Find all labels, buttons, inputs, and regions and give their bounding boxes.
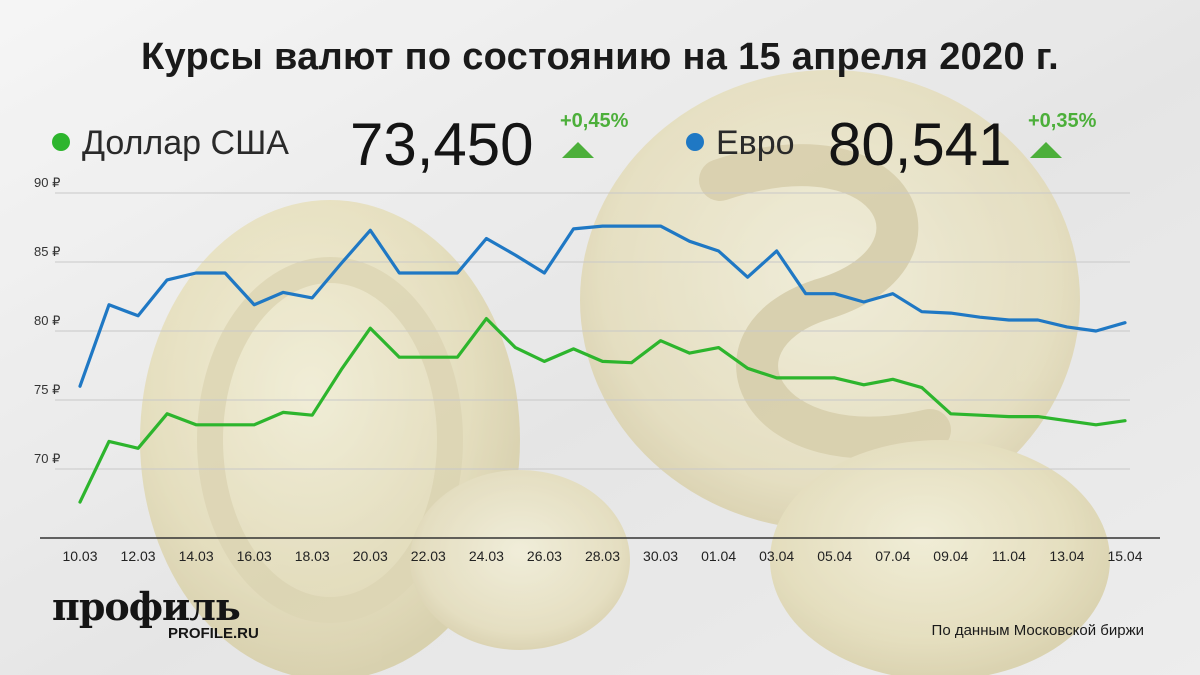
x-tick-label-09.04: 09.04 — [933, 548, 968, 564]
profil-logo: профиль — [52, 584, 241, 629]
usd-up-arrow-icon — [562, 142, 594, 158]
page-title: Курсы валют по состоянию на 15 апреля 20… — [141, 36, 1059, 78]
x-tick-label-03.04: 03.04 — [759, 548, 794, 564]
x-tick-label-12.03: 12.03 — [121, 548, 156, 564]
x-tick-label-28.03: 28.03 — [585, 548, 620, 564]
eur-rate-value: 80,541 — [828, 111, 1012, 178]
x-tick-label-30.03: 30.03 — [643, 548, 678, 564]
y-tick-label-75: 75 ₽ — [34, 382, 60, 397]
y-tick-label-90: 90 ₽ — [34, 175, 60, 190]
data-source-note: По данным Московской биржи — [931, 622, 1144, 639]
usd-legend-name: Доллар США — [82, 124, 289, 162]
x-tick-label-01.04: 01.04 — [701, 548, 736, 564]
x-tick-label-07.04: 07.04 — [875, 548, 910, 564]
y-tick-label-80: 80 ₽ — [34, 313, 60, 328]
series-line-eur — [78, 224, 1127, 388]
x-tick-label-11.04: 11.04 — [992, 548, 1026, 564]
eur-up-arrow-icon — [1030, 142, 1062, 158]
x-tick-label-14.03: 14.03 — [179, 548, 214, 564]
x-tick-label-22.03: 22.03 — [411, 548, 446, 564]
profil-logo-url: PROFILE.RU — [168, 625, 259, 642]
legend-eur: Евро 80,541 +0,35% — [686, 110, 1166, 178]
x-tick-label-15.04: 15.04 — [1107, 548, 1142, 564]
x-tick-label-18.03: 18.03 — [295, 548, 330, 564]
eur-rate-change: +0,35% — [1028, 110, 1097, 132]
x-tick-label-13.04: 13.04 — [1049, 548, 1084, 564]
x-tick-label-24.03: 24.03 — [469, 548, 504, 564]
legend-usd: Доллар США 73,450 +0,45% — [52, 110, 652, 178]
series-line-usd — [78, 317, 1127, 504]
x-tick-label-26.03: 26.03 — [527, 548, 562, 564]
x-tick-label-16.03: 16.03 — [237, 548, 272, 564]
x-tick-label-20.03: 20.03 — [353, 548, 388, 564]
x-tick-label-10.03: 10.03 — [62, 548, 97, 564]
x-tick-label-05.04: 05.04 — [817, 548, 852, 564]
exchange-rate-line-chart: 70 ₽ 75 ₽ 80 ₽ 85 ₽ 90 ₽ 10.03 12.03 14.03 16.03… — [34, 175, 1160, 564]
usd-rate-value: 73,450 — [350, 111, 534, 178]
eur-legend-dot-icon — [686, 133, 704, 151]
usd-legend-dot-icon — [52, 133, 70, 151]
usd-rate-change: +0,45% — [560, 110, 629, 132]
y-tick-label-70: 70 ₽ — [34, 451, 60, 466]
y-tick-label-85: 85 ₽ — [34, 244, 60, 259]
eur-legend-name: Евро — [716, 124, 795, 162]
